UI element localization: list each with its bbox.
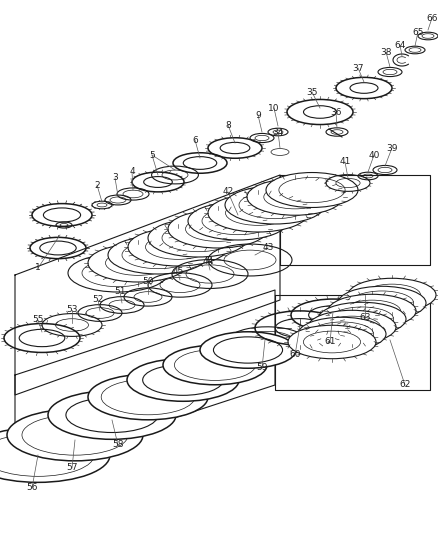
Text: 44: 44 <box>202 257 213 266</box>
Text: 51: 51 <box>114 287 125 296</box>
Text: 55: 55 <box>32 316 44 325</box>
Ellipse shape <box>327 294 415 328</box>
Ellipse shape <box>88 374 208 420</box>
Text: 4: 4 <box>129 167 134 176</box>
Ellipse shape <box>307 310 395 344</box>
Text: 37: 37 <box>351 63 363 72</box>
Ellipse shape <box>347 278 435 312</box>
Ellipse shape <box>297 317 385 351</box>
Text: 56: 56 <box>26 483 38 492</box>
Ellipse shape <box>68 254 168 292</box>
Ellipse shape <box>337 286 425 320</box>
Ellipse shape <box>128 228 227 266</box>
Ellipse shape <box>168 210 267 248</box>
Text: 36: 36 <box>329 108 341 117</box>
Ellipse shape <box>162 345 266 385</box>
Ellipse shape <box>0 427 110 482</box>
Ellipse shape <box>148 219 247 257</box>
Text: 42: 42 <box>222 188 233 197</box>
Text: 64: 64 <box>393 41 405 50</box>
Text: 52: 52 <box>92 295 103 304</box>
Text: 40: 40 <box>367 150 379 159</box>
Text: 53: 53 <box>66 305 78 314</box>
Ellipse shape <box>48 391 176 439</box>
Text: 60: 60 <box>289 351 300 359</box>
Text: 9: 9 <box>254 110 260 119</box>
Text: 66: 66 <box>425 13 437 22</box>
Text: 63: 63 <box>358 313 370 322</box>
Text: 50: 50 <box>142 278 153 287</box>
Text: 43: 43 <box>262 244 273 253</box>
Ellipse shape <box>187 202 287 240</box>
Ellipse shape <box>7 409 143 461</box>
Ellipse shape <box>247 179 342 215</box>
Ellipse shape <box>225 186 324 224</box>
Text: 2: 2 <box>94 181 99 190</box>
Ellipse shape <box>200 332 295 368</box>
Ellipse shape <box>88 244 187 282</box>
Text: 61: 61 <box>324 337 335 346</box>
Ellipse shape <box>127 359 238 401</box>
Ellipse shape <box>265 173 357 207</box>
Text: 59: 59 <box>256 364 267 373</box>
Text: 10: 10 <box>268 103 279 112</box>
Text: 1: 1 <box>35 263 41 272</box>
Text: 38: 38 <box>379 47 391 56</box>
Text: 45: 45 <box>172 268 183 277</box>
Ellipse shape <box>108 236 208 274</box>
Text: 8: 8 <box>225 120 230 130</box>
Text: 5: 5 <box>149 150 155 159</box>
Text: 62: 62 <box>399 381 410 390</box>
Text: 58: 58 <box>112 440 124 449</box>
Ellipse shape <box>208 194 307 232</box>
Ellipse shape <box>317 302 405 336</box>
Text: 3: 3 <box>112 174 118 182</box>
Text: 41: 41 <box>339 157 350 166</box>
Text: 65: 65 <box>411 28 423 36</box>
Text: 6: 6 <box>192 135 198 144</box>
Text: 57: 57 <box>66 464 78 472</box>
Text: 39: 39 <box>385 143 397 152</box>
Ellipse shape <box>287 325 375 359</box>
Text: 35: 35 <box>306 87 317 96</box>
Text: 34: 34 <box>272 127 283 136</box>
